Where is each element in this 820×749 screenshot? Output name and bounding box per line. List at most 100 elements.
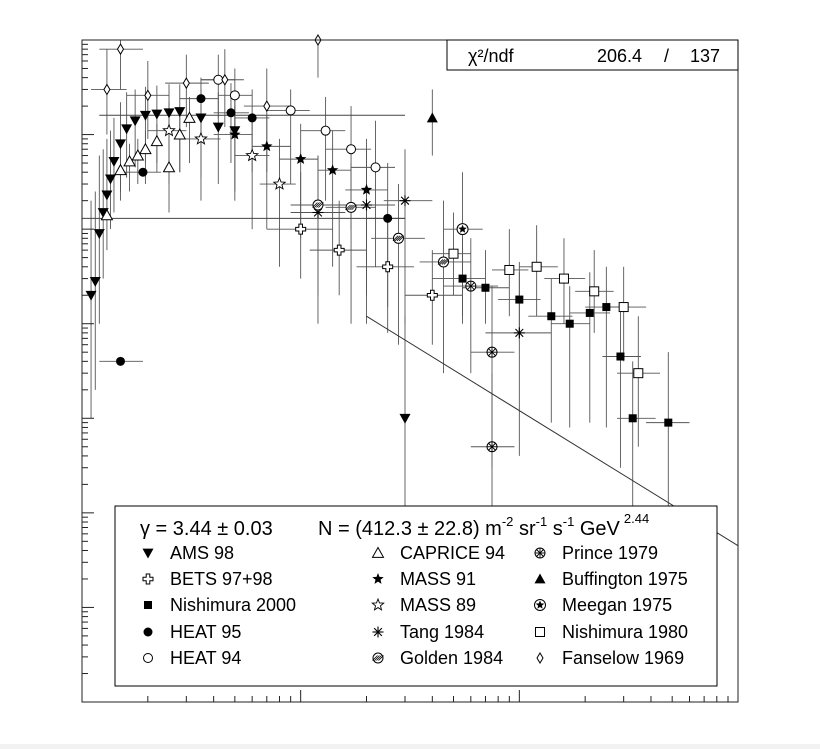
point-nishimura-1980-6 bbox=[633, 368, 644, 379]
point-nishimura-1980-0 bbox=[448, 248, 459, 259]
point-fanselow-1969-2 bbox=[144, 89, 152, 102]
point-heat-94-4 bbox=[346, 144, 357, 155]
point-nishimura-2000-1 bbox=[481, 283, 490, 292]
point-caprice-94-5 bbox=[150, 134, 164, 147]
unit-sr: sr bbox=[513, 518, 536, 540]
point-fanselow-1969-1 bbox=[103, 83, 111, 96]
point-ams-98-17 bbox=[399, 413, 411, 424]
legend-marker-prince-1979 bbox=[534, 547, 546, 559]
point-nishimura-2000-2 bbox=[515, 295, 524, 304]
data-markers bbox=[85, 34, 673, 453]
legend-marker-nishimura-1980 bbox=[535, 627, 545, 637]
stats-box: χ²/ndf 206.4 / 137 bbox=[446, 39, 739, 71]
point-fanselow-1969-4 bbox=[221, 73, 229, 86]
point-caprice-94-8 bbox=[183, 111, 196, 123]
point-caprice-94-3 bbox=[131, 149, 145, 161]
stats-separator: / bbox=[664, 46, 669, 66]
point-golden-1984-2 bbox=[392, 232, 405, 244]
legend-marker-nishimura-2000 bbox=[144, 601, 152, 609]
point-heat-94-1 bbox=[229, 90, 240, 101]
legend-label-fanselow-1969: Fanselow 1969 bbox=[562, 648, 684, 668]
point-bets-97-98-0 bbox=[295, 223, 307, 235]
legend-label-prince-1979: Prince 1979 bbox=[562, 543, 658, 563]
point-bets-97-98-1 bbox=[333, 244, 345, 256]
point-mass-91-3 bbox=[326, 164, 339, 176]
point-heat-95-3 bbox=[226, 108, 236, 118]
unit-exp-sr: -1 bbox=[536, 514, 548, 529]
point-fanselow-1969-0 bbox=[116, 43, 125, 56]
legend-marker-tang-1984 bbox=[372, 626, 384, 638]
legend-marker-ams-98 bbox=[142, 548, 154, 559]
legend-marker-heat-95 bbox=[143, 627, 153, 637]
point-golden-1984-0 bbox=[312, 199, 324, 211]
legend-label-golden-1984: Golden 1984 bbox=[400, 648, 503, 668]
point-prince-1979-2 bbox=[465, 280, 477, 292]
point-ams-98-1 bbox=[89, 277, 101, 287]
legend-label-tang-1984: Tang 1984 bbox=[400, 622, 484, 642]
legend-marker-golden-1984 bbox=[372, 652, 384, 664]
point-prince-1979-1 bbox=[486, 441, 498, 453]
stats-chi2-value: 206.4 bbox=[597, 46, 642, 66]
plot-frame bbox=[81, 39, 739, 703]
point-nishimura-2000-8 bbox=[628, 414, 637, 423]
point-heat-95-0 bbox=[116, 356, 126, 366]
legend-label-nishimura-1980: Nishimura 1980 bbox=[562, 622, 688, 642]
point-ams-98-13 bbox=[174, 107, 186, 118]
point-caprice-94-6 bbox=[162, 160, 176, 173]
fit-norm-text: N = (412.3 ± 22.8) m-2 sr-1 s-1 GeV 2.44 bbox=[318, 511, 649, 540]
point-heat-94-5 bbox=[370, 162, 381, 173]
point-mass-91-4 bbox=[360, 183, 373, 195]
point-ams-98-10 bbox=[139, 110, 151, 121]
legend-marker-fanselow-1969 bbox=[536, 652, 544, 664]
point-mass-89-2 bbox=[245, 148, 260, 162]
point-ams-98-9 bbox=[129, 116, 141, 127]
point-ams-98-4 bbox=[101, 190, 113, 201]
legend-label-mass-91: MASS 91 bbox=[400, 569, 476, 589]
point-mass-89-0 bbox=[162, 123, 176, 137]
point-nishimura-2000-3 bbox=[547, 312, 556, 321]
point-heat-94-2 bbox=[285, 105, 296, 116]
point-ams-98-7 bbox=[115, 139, 127, 150]
point-fanselow-1969-5 bbox=[263, 100, 271, 113]
legend-marker-mass-89 bbox=[371, 597, 385, 611]
point-prince-1979-0 bbox=[486, 346, 498, 358]
point-nishimura-2000-0 bbox=[458, 274, 467, 283]
point-mass-89-3 bbox=[272, 176, 287, 190]
legend-marker-heat-94 bbox=[143, 653, 153, 663]
point-ams-98-11 bbox=[151, 109, 163, 120]
legend-label-heat-95: HEAT 95 bbox=[170, 622, 241, 642]
stats-chi2-label: χ²/ndf bbox=[468, 46, 514, 66]
point-caprice-94-2 bbox=[123, 154, 136, 167]
legend-label-caprice-94: CAPRICE 94 bbox=[400, 543, 505, 563]
point-nishimura-1980-3 bbox=[558, 273, 569, 284]
point-heat-94-3 bbox=[320, 125, 331, 136]
point-mass-91-1 bbox=[261, 140, 273, 152]
point-ams-98-0 bbox=[85, 290, 97, 301]
point-tang-1984-3 bbox=[513, 327, 525, 339]
point-ams-98-8 bbox=[121, 124, 133, 135]
point-golden-1984-1 bbox=[345, 201, 357, 213]
legend-box: γ = 3.44 ± 0.03 N = (412.3 ± 22.8) m-2 s… bbox=[114, 505, 718, 687]
point-nishimura-2000-6 bbox=[602, 303, 611, 312]
point-ams-98-14 bbox=[195, 113, 207, 124]
point-nishimura-1980-4 bbox=[589, 286, 600, 297]
unit-gev: GeV bbox=[574, 518, 620, 540]
legend-marker-mass-91 bbox=[372, 573, 384, 584]
point-caprice-94-7 bbox=[173, 128, 187, 140]
point-nishimura-2000-9 bbox=[664, 418, 673, 427]
fit-lines bbox=[82, 114, 739, 547]
point-tang-1984-2 bbox=[399, 195, 411, 207]
legend-label-buffington-1975: Buffington 1975 bbox=[562, 569, 688, 589]
point-nishimura-1980-5 bbox=[618, 302, 629, 313]
point-heat-95-5 bbox=[383, 213, 393, 223]
point-bets-97-98-2 bbox=[382, 261, 394, 273]
point-ams-98-15 bbox=[212, 122, 224, 133]
point-caprice-94-4 bbox=[139, 142, 152, 155]
point-tang-1984-1 bbox=[360, 199, 372, 211]
point-caprice-94-1 bbox=[114, 163, 127, 176]
legend-label-ams-98: AMS 98 bbox=[170, 543, 234, 563]
point-heat-95-4 bbox=[247, 113, 257, 123]
point-nishimura-1980-1 bbox=[504, 264, 515, 275]
point-mass-89-1 bbox=[194, 131, 208, 145]
